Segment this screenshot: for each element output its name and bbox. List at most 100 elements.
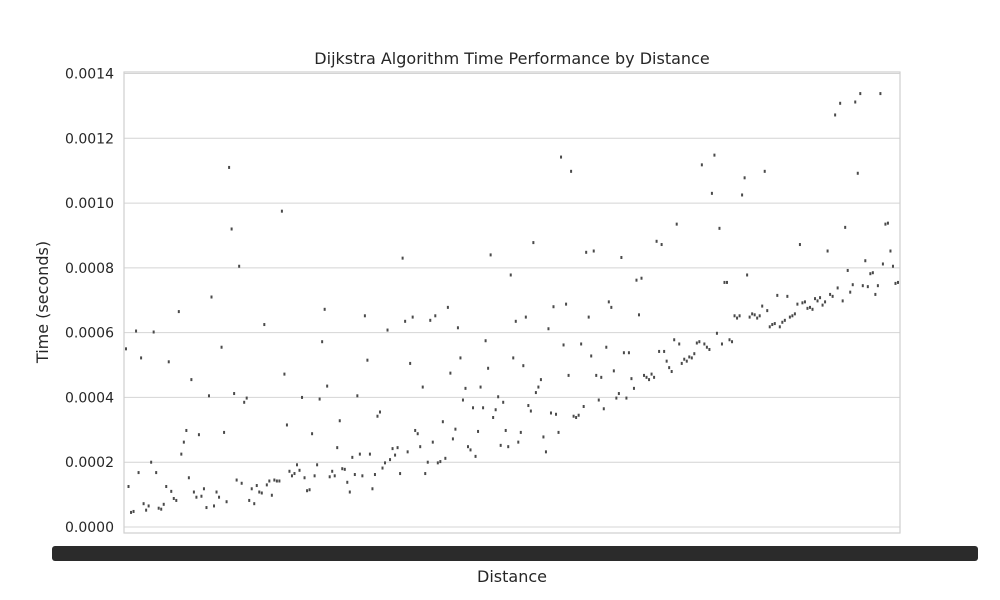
data-point [384,461,387,465]
data-point [710,191,713,195]
data-point [826,249,829,253]
data-point [318,397,321,401]
data-point [464,386,467,390]
y-axis-title: Time (seconds) [33,241,52,364]
data-point [879,92,882,96]
data-point [288,469,291,473]
data-point [298,468,301,472]
data-point [705,345,708,349]
data-point [401,256,404,260]
data-point [187,476,190,480]
data-point [446,305,449,309]
data-point [595,373,598,377]
data-point [155,471,158,475]
data-point [180,452,183,456]
data-point [341,467,344,471]
data-point [713,153,716,157]
data-point [640,276,643,280]
data-point [487,366,490,370]
data-point [391,447,394,451]
data-point [175,498,178,502]
data-point [213,504,216,508]
data-point [484,339,487,343]
data-point [632,386,635,390]
data-point [482,406,485,410]
data-point [285,423,288,427]
data-point [547,327,550,331]
data-point [313,474,316,478]
data-point [160,507,163,511]
data-point [761,304,764,308]
data-point [177,310,180,314]
data-point [454,427,457,431]
data-point [351,455,354,459]
data-point [783,318,786,322]
y-tick-label: 0.0008 [65,261,114,277]
data-point [311,432,314,436]
y-tick-label: 0.0002 [65,455,114,471]
data-point [137,471,140,475]
data-point [353,473,356,477]
data-point [492,416,495,420]
data-point [499,443,502,447]
data-point [793,312,796,316]
data-point [150,460,153,464]
data-point [751,312,754,316]
data-point [406,450,409,454]
data-point [426,460,429,464]
data-point [280,209,283,213]
data-point [650,372,653,376]
data-point [449,371,452,375]
data-point [806,306,809,310]
data-point [665,359,668,363]
data-point [577,413,580,417]
data-point [617,392,620,396]
data-point [424,472,427,476]
data-point [861,284,864,288]
data-point [233,392,236,396]
data-point [338,419,341,423]
data-point [819,296,822,300]
data-point [283,372,286,376]
data-point [768,325,771,329]
data-point [715,331,718,335]
data-point [456,326,459,330]
data-point [816,299,819,303]
data-point [170,489,173,493]
data-point [157,506,160,510]
data-point [572,414,575,418]
data-point [331,469,334,473]
data-point [881,262,884,266]
data-point [248,498,251,502]
data-point [781,320,784,324]
data-point [678,342,681,346]
data-point [846,268,849,272]
data-point [673,338,676,342]
data-point [421,385,424,389]
data-point [597,398,600,402]
data-point [856,171,859,175]
data-point [316,463,319,467]
data-point [389,458,392,462]
data-point [708,347,711,351]
data-point [200,494,203,498]
data-point [494,408,497,412]
data-point [130,510,133,514]
data-point [411,315,414,319]
data-point [477,429,480,433]
data-point [758,314,761,318]
data-point [786,294,789,298]
data-point [605,345,608,349]
data-point [798,243,801,247]
data-point [894,281,897,285]
data-point [228,165,231,169]
data-point [278,479,281,483]
data-point [834,113,837,117]
data-point [720,342,723,346]
data-point [461,398,464,402]
data-point [663,349,666,353]
data-point [215,490,218,494]
data-point [811,307,814,311]
data-point [240,481,243,485]
data-point [733,314,736,318]
